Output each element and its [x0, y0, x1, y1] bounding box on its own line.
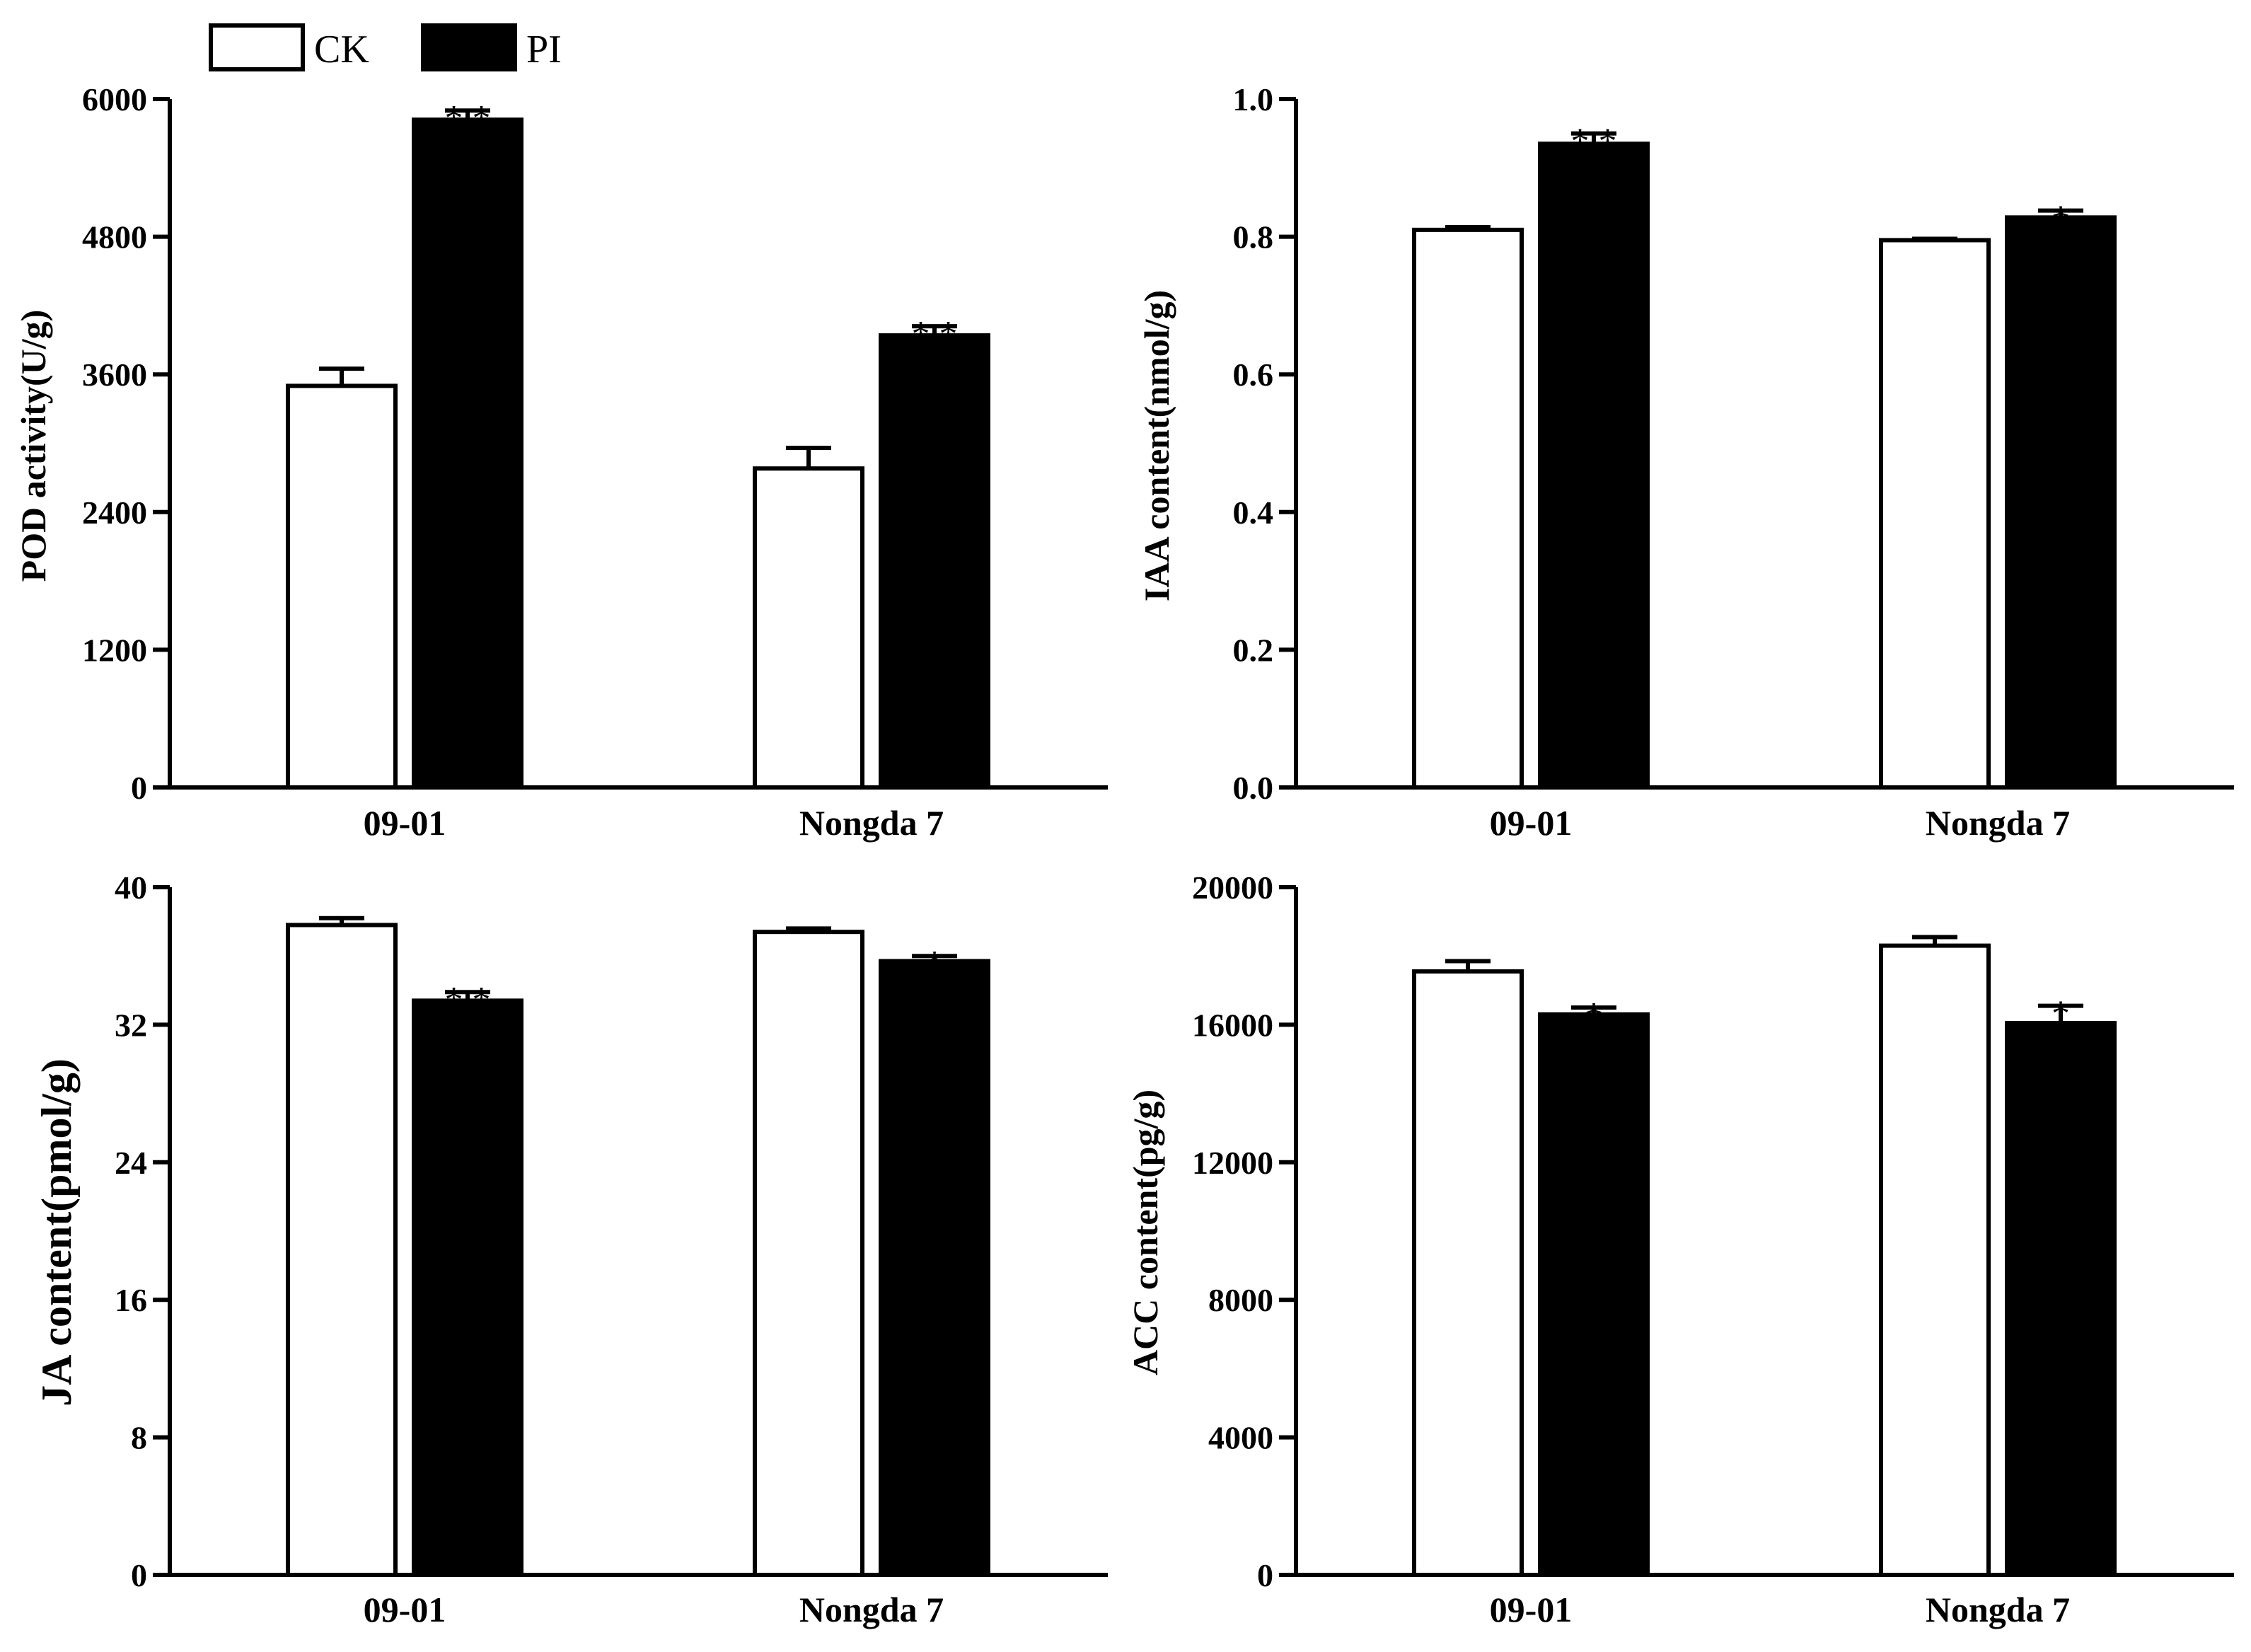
- y-tick-label: 4000: [1208, 1420, 1273, 1456]
- significance-mark: * *: [445, 98, 491, 139]
- bar-pi: [1538, 1012, 1650, 1577]
- category-label-09-01: 09-01: [1490, 803, 1573, 843]
- significance-mark: *: [1585, 995, 1603, 1036]
- y-tick-label: 24: [115, 1145, 147, 1181]
- y-tick-label: 20000: [1192, 870, 1273, 906]
- y-tick-label: 2400: [82, 495, 147, 531]
- y-tick-label: 16000: [1192, 1007, 1273, 1043]
- bar-ck: [1412, 227, 1524, 790]
- y-tick-label: 8: [131, 1420, 147, 1456]
- significance-mark: * *: [445, 980, 491, 1020]
- bar-ck: [753, 930, 864, 1578]
- y-tick-label: 0.8: [1233, 219, 1274, 255]
- y-tick-label: 1200: [82, 632, 147, 668]
- y-axis-label: POD activity(U/g): [13, 310, 53, 582]
- y-tick-label: 1.0: [1233, 81, 1274, 117]
- bar-ck: [286, 383, 398, 790]
- bar-ck: [1412, 969, 1524, 1577]
- ja-content-chart: JA content(pmol/g) 09-01 Nongda 7 0 8 16 24…: [33, 870, 1108, 1629]
- category-label-09-01: 09-01: [364, 1590, 446, 1629]
- bar-ck: [1879, 943, 1991, 1577]
- y-axis-label: IAA content(nmol/g): [1137, 290, 1176, 601]
- legend-swatch-ck: [209, 23, 305, 71]
- bar-pi: [412, 998, 523, 1577]
- significance-mark: *: [2052, 994, 2070, 1034]
- y-tick-label: 0: [131, 1557, 147, 1593]
- category-label-nongda-7: Nongda 7: [1926, 1590, 2070, 1629]
- y-tick-label: 0: [1257, 1557, 1273, 1593]
- bar-ck: [1879, 238, 1991, 790]
- y-tick-label: 0.4: [1233, 495, 1274, 531]
- bar-pi: [412, 117, 523, 790]
- y-tick-label: 6000: [82, 81, 147, 117]
- bar-ck: [753, 466, 864, 790]
- y-tick-label: 3600: [82, 357, 147, 393]
- category-label-09-01: 09-01: [364, 803, 446, 843]
- iaa-content-chart: IAA content(nmol/g) 09-01 Nongda 7 0.0 0.…: [1137, 81, 2234, 843]
- bar-pi: [2005, 1020, 2117, 1577]
- category-label-09-01: 09-01: [1490, 1590, 1573, 1629]
- significance-mark: *: [2052, 199, 2070, 239]
- y-tick-label: 32: [115, 1007, 147, 1043]
- legend-label-pi: PI: [526, 28, 562, 71]
- bar-ck: [286, 923, 398, 1577]
- category-label-nongda-7: Nongda 7: [799, 1590, 944, 1629]
- bar-pi: [879, 959, 990, 1577]
- y-tick-label: 8000: [1208, 1282, 1273, 1318]
- legend-label-ck: CK: [314, 28, 369, 71]
- pod-activity-chart: POD activity(U/g) 09-01 Nongda 7 0 1200 24…: [13, 81, 1108, 843]
- y-tick-label: 0.6: [1233, 357, 1274, 393]
- acc-content-chart: ACC content(pg/g) 09-01 Nongda 7 0 4000 80…: [1126, 870, 2234, 1629]
- y-axis-label: ACC content(pg/g): [1126, 1090, 1165, 1375]
- category-label-nongda-7: Nongda 7: [1926, 803, 2070, 843]
- significance-mark: *: [925, 944, 944, 984]
- y-tick-label: 0: [131, 770, 147, 806]
- y-tick-label: 4800: [82, 219, 147, 255]
- significance-mark: * *: [912, 314, 958, 354]
- y-axis-label: JA content(pmol/g): [33, 1058, 80, 1406]
- y-tick-label: 16: [115, 1282, 147, 1318]
- y-tick-label: 12000: [1192, 1145, 1273, 1181]
- bar-pi: [879, 333, 990, 790]
- legend-swatch-pi: [421, 23, 517, 71]
- bar-pi: [1538, 141, 1650, 790]
- legend: CK PI: [209, 23, 562, 71]
- y-tick-label: 40: [115, 870, 147, 906]
- y-tick-label: 0.2: [1233, 632, 1274, 668]
- y-tick-label: 0.0: [1233, 770, 1274, 806]
- significance-mark: * *: [1571, 122, 1617, 162]
- bar-pi: [2005, 215, 2117, 790]
- category-label-nongda-7: Nongda 7: [799, 803, 944, 843]
